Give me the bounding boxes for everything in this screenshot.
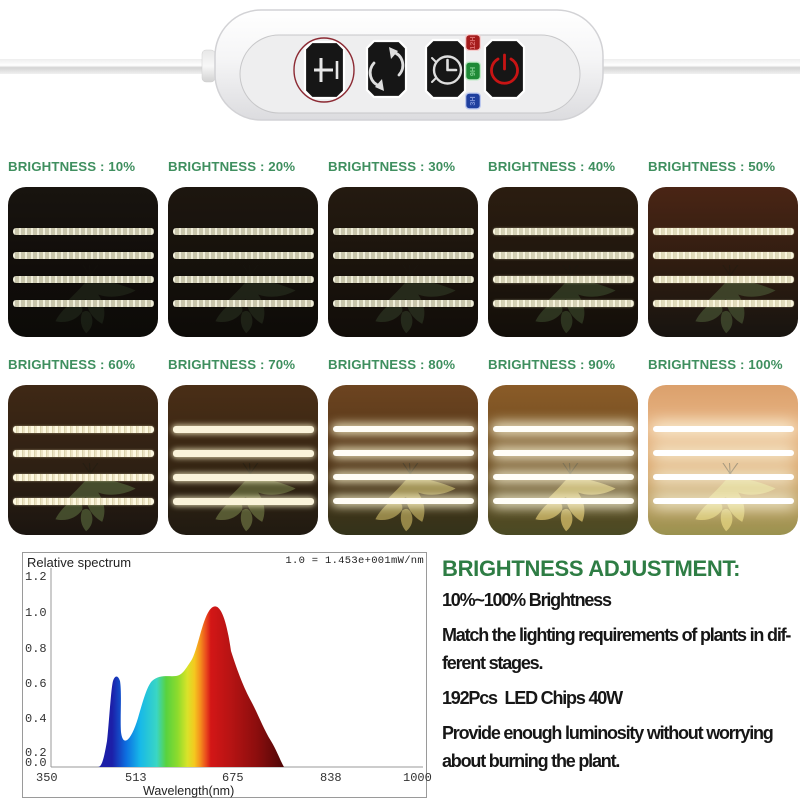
svg-text:3H: 3H: [468, 96, 477, 105]
svg-text:9H: 9H: [468, 67, 477, 76]
svg-text:12H: 12H: [468, 36, 477, 49]
